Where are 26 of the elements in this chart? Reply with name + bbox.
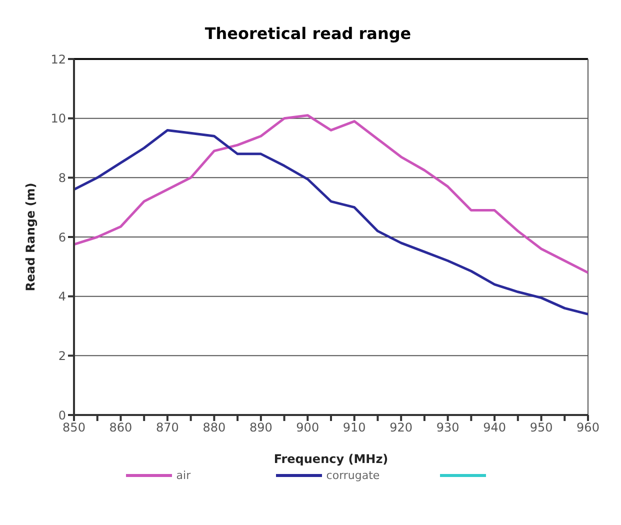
line-series — [74, 128, 588, 316]
x-tick-label: 870 — [156, 420, 179, 435]
x-tick-label: 890 — [249, 420, 272, 435]
legend-label: air — [176, 469, 191, 482]
y-tick-label: 12 — [50, 52, 66, 66]
y-tick-label: 10 — [50, 112, 66, 126]
chart-title: Theoretical read range — [204, 24, 412, 43]
x-tick-label: 850 — [62, 420, 86, 435]
legend-label: corrugate — [326, 469, 380, 482]
x-tick-label: 880 — [202, 420, 226, 435]
x-tick-label: 920 — [390, 420, 413, 435]
x-tick-label: 900 — [296, 420, 320, 435]
x-tick-label: 930 — [436, 420, 460, 435]
line-series — [74, 114, 588, 274]
y-tick-label: 2 — [58, 348, 66, 363]
x-tick-label: 910 — [342, 420, 366, 435]
y-axis-title: Read Range (m) — [23, 182, 38, 292]
x-tick-label: 940 — [483, 420, 506, 435]
y-tick-label: 8 — [58, 170, 66, 185]
x-tick-label: 860 — [109, 420, 132, 435]
x-axis-title: Frequency (MHz) — [274, 452, 388, 466]
x-tick-label: 950 — [530, 420, 553, 435]
y-tick-label: 4 — [58, 290, 66, 304]
y-tick-label: 6 — [58, 230, 66, 244]
x-tick-label: 960 — [576, 420, 600, 435]
y-tick-label: 0 — [58, 408, 66, 422]
